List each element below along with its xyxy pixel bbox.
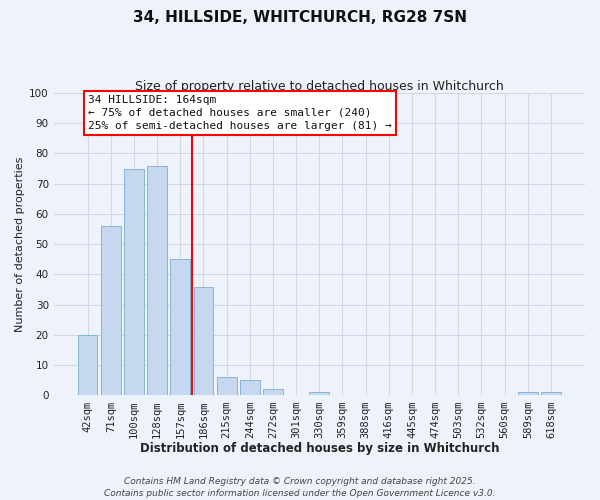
- Bar: [170, 260, 190, 396]
- Bar: [124, 168, 144, 396]
- Bar: [101, 226, 121, 396]
- Text: 34 HILLSIDE: 164sqm
← 75% of detached houses are smaller (240)
25% of semi-detac: 34 HILLSIDE: 164sqm ← 75% of detached ho…: [88, 94, 392, 131]
- X-axis label: Distribution of detached houses by size in Whitchurch: Distribution of detached houses by size …: [140, 442, 499, 455]
- Bar: [217, 378, 236, 396]
- Bar: [194, 286, 214, 396]
- Text: Contains HM Land Registry data © Crown copyright and database right 2025.
Contai: Contains HM Land Registry data © Crown c…: [104, 476, 496, 498]
- Bar: [78, 335, 97, 396]
- Text: 34, HILLSIDE, WHITCHURCH, RG28 7SN: 34, HILLSIDE, WHITCHURCH, RG28 7SN: [133, 10, 467, 25]
- Y-axis label: Number of detached properties: Number of detached properties: [15, 156, 25, 332]
- Bar: [240, 380, 260, 396]
- Bar: [518, 392, 538, 396]
- Bar: [310, 392, 329, 396]
- Bar: [541, 392, 561, 396]
- Bar: [263, 390, 283, 396]
- Bar: [148, 166, 167, 396]
- Title: Size of property relative to detached houses in Whitchurch: Size of property relative to detached ho…: [135, 80, 504, 93]
